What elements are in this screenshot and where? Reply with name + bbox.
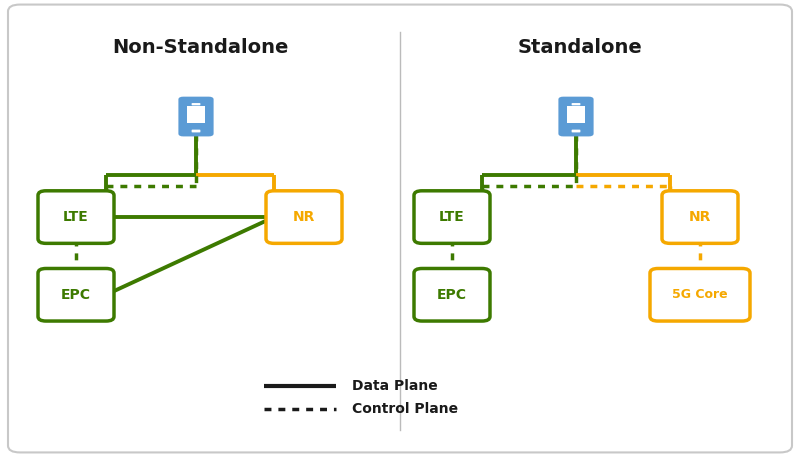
Text: 5G Core: 5G Core bbox=[672, 288, 728, 301]
Text: NR: NR bbox=[293, 210, 315, 224]
FancyBboxPatch shape bbox=[572, 103, 580, 106]
FancyBboxPatch shape bbox=[192, 130, 200, 133]
Text: Control Plane: Control Plane bbox=[352, 402, 458, 416]
FancyBboxPatch shape bbox=[662, 191, 738, 243]
FancyBboxPatch shape bbox=[650, 269, 750, 321]
FancyBboxPatch shape bbox=[8, 5, 792, 452]
Text: Non-Standalone: Non-Standalone bbox=[112, 38, 288, 58]
FancyBboxPatch shape bbox=[38, 269, 114, 321]
FancyBboxPatch shape bbox=[567, 106, 585, 123]
Text: LTE: LTE bbox=[439, 210, 465, 224]
Text: EPC: EPC bbox=[61, 288, 91, 302]
Text: Data Plane: Data Plane bbox=[352, 379, 438, 393]
Text: Standalone: Standalone bbox=[518, 38, 642, 58]
FancyBboxPatch shape bbox=[187, 106, 205, 123]
FancyBboxPatch shape bbox=[572, 130, 580, 133]
FancyBboxPatch shape bbox=[414, 191, 490, 243]
FancyBboxPatch shape bbox=[414, 269, 490, 321]
FancyBboxPatch shape bbox=[178, 97, 214, 136]
Text: NR: NR bbox=[689, 210, 711, 224]
FancyBboxPatch shape bbox=[192, 103, 200, 106]
Text: LTE: LTE bbox=[63, 210, 89, 224]
FancyBboxPatch shape bbox=[558, 97, 594, 136]
FancyBboxPatch shape bbox=[38, 191, 114, 243]
FancyBboxPatch shape bbox=[266, 191, 342, 243]
Text: EPC: EPC bbox=[437, 288, 467, 302]
